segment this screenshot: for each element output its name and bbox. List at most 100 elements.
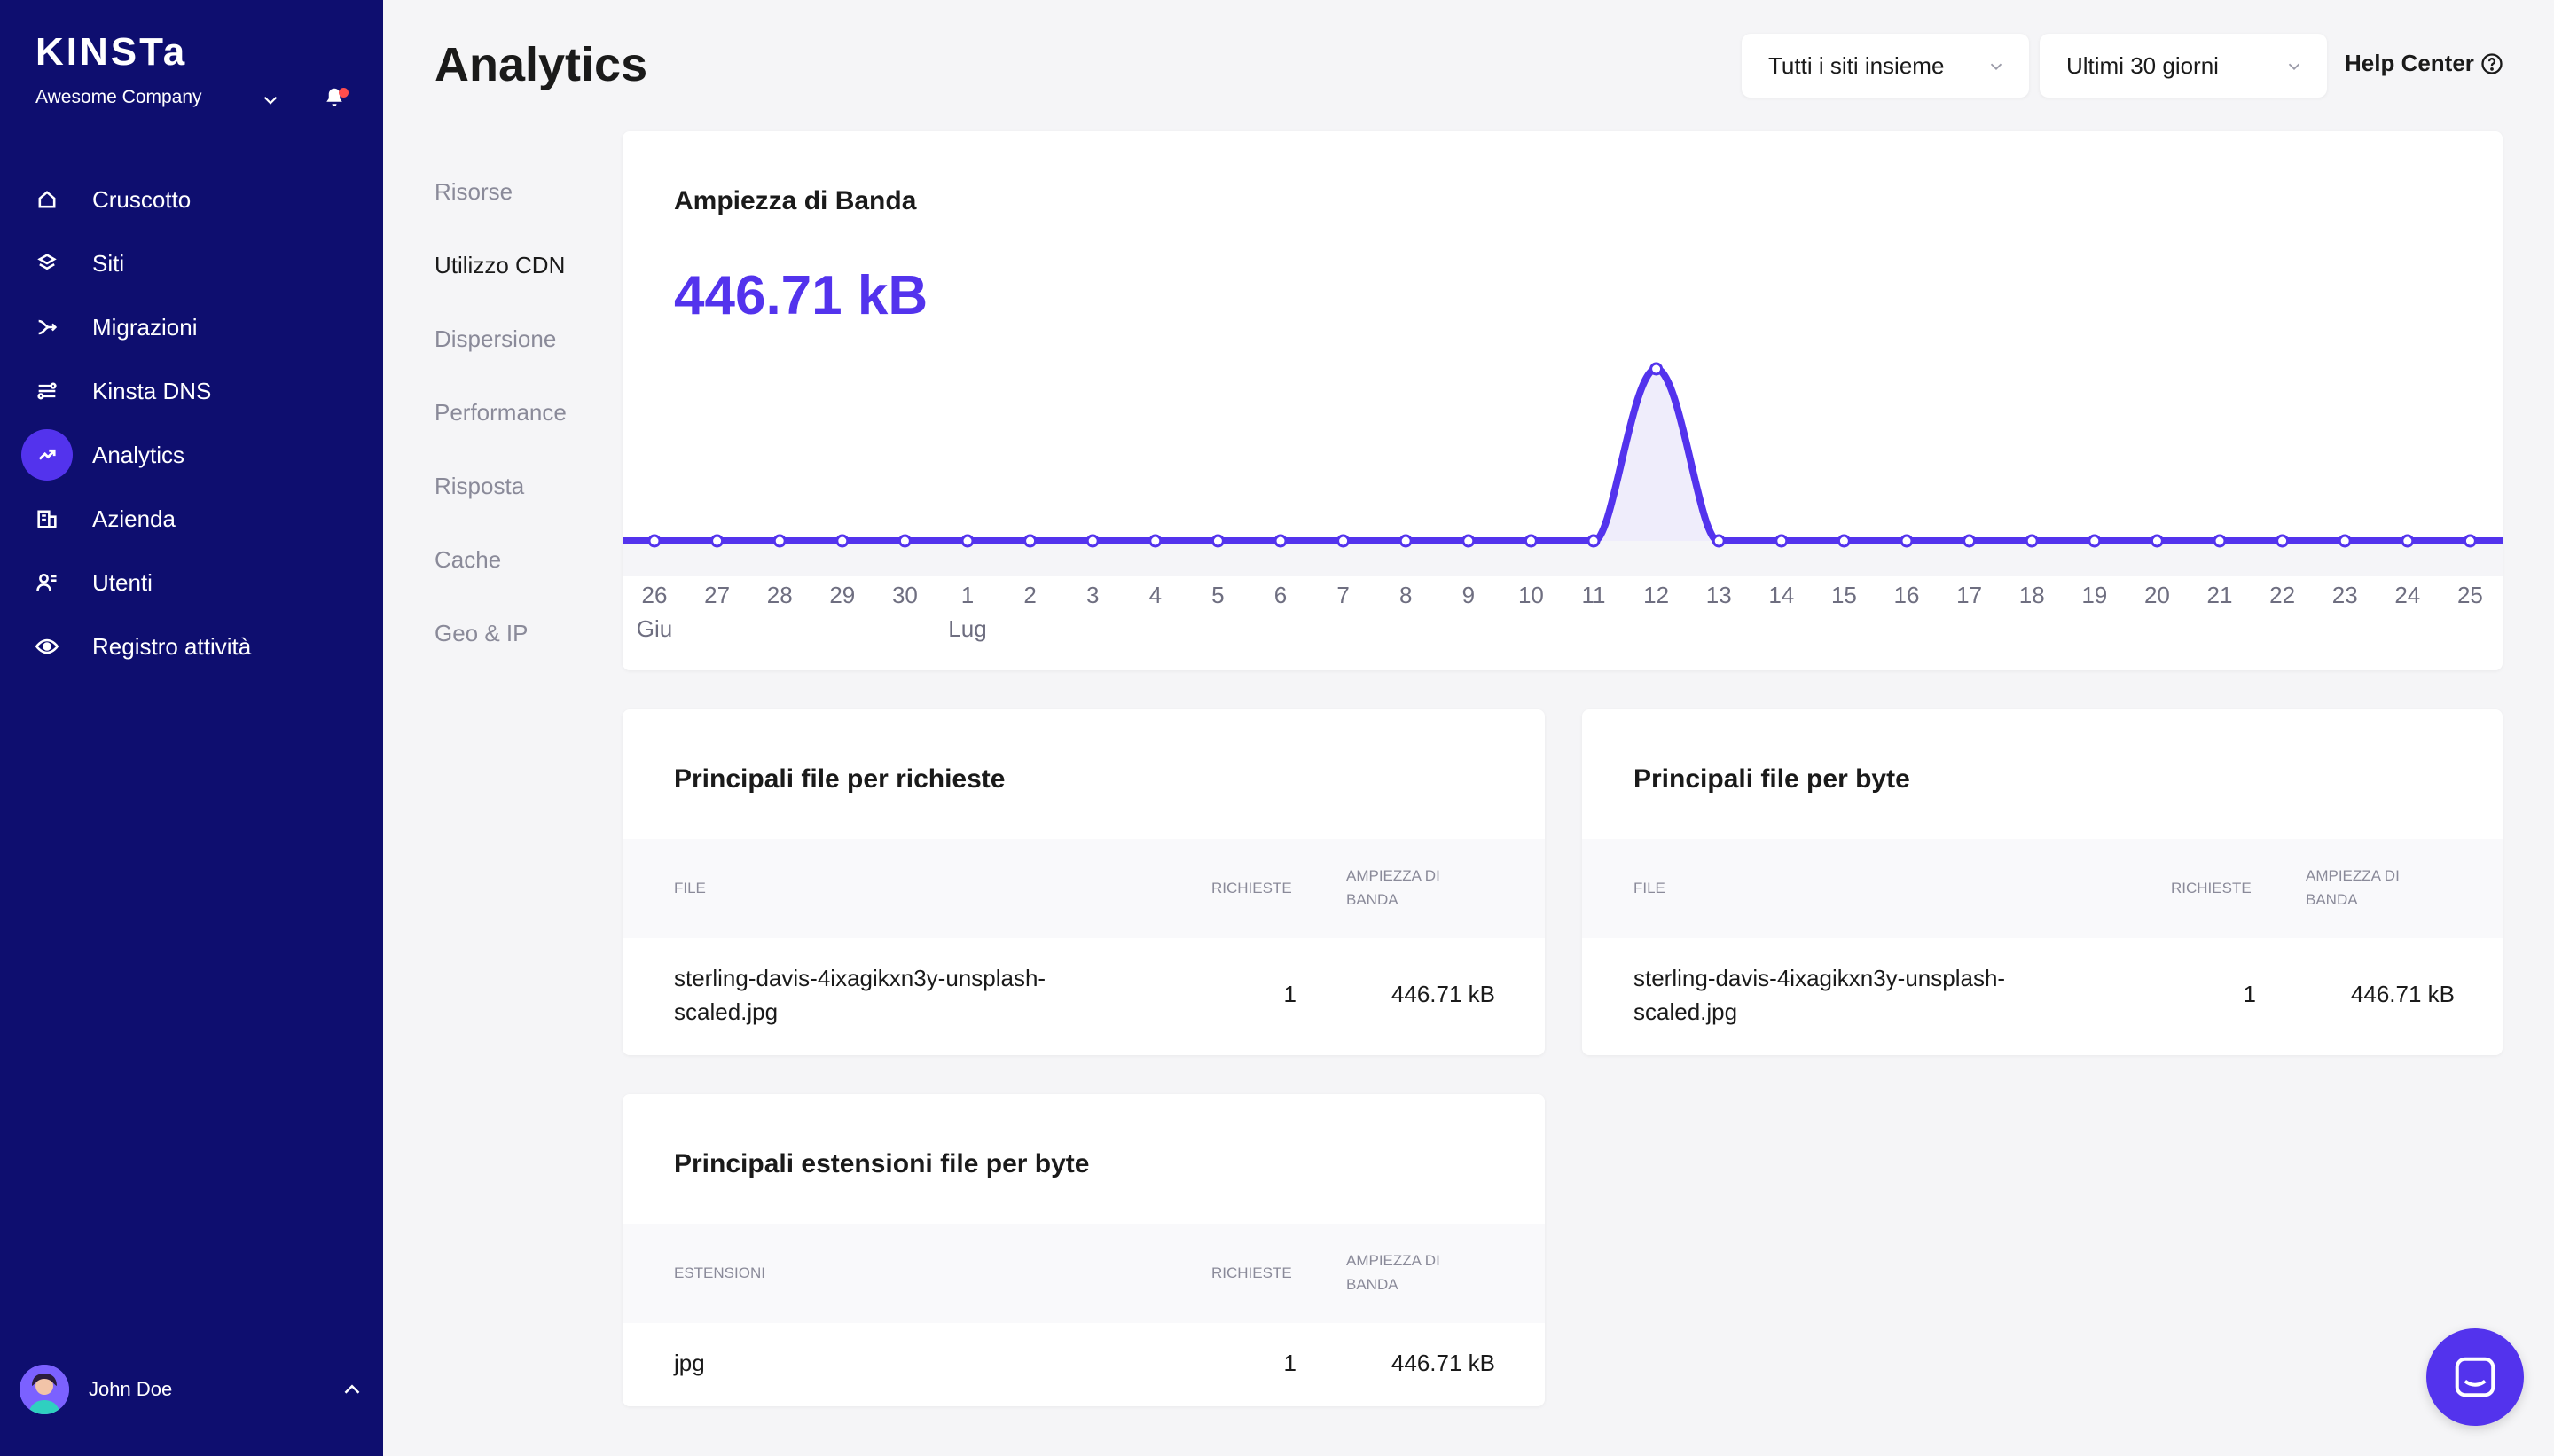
sidebar-item-utenti[interactable]: Utenti <box>21 557 362 608</box>
column-header-bandwidth: Ampiezza di banda <box>2306 867 2400 908</box>
data-point[interactable] <box>1900 534 1914 548</box>
data-point[interactable] <box>1336 534 1351 548</box>
data-point[interactable] <box>2338 534 2352 548</box>
notification-badge <box>339 88 349 98</box>
x-tick-label: 6 <box>1274 582 1287 608</box>
extension-value: jpg <box>674 1350 705 1376</box>
sidebar: KINSTa Awesome Company Cruscotto Siti Mi… <box>0 0 383 1456</box>
sidebar-item-label: Cruscotto <box>92 185 192 213</box>
sidebar-item-label: Migrazioni <box>92 313 198 341</box>
requests-value: 1 <box>1283 1350 1297 1376</box>
sidebar-item-azienda[interactable]: Azienda <box>21 493 362 544</box>
subnav-dispersione[interactable]: Dispersione <box>435 325 557 352</box>
x-tick-label: 13 <box>1706 582 1732 608</box>
file-name-line1: sterling-davis-4ixagikxn3y-unsplash- <box>1633 965 2006 991</box>
column-header-requests: Richieste <box>1211 880 1292 896</box>
x-tick-label: 17 <box>1956 582 1982 608</box>
x-tick-label: 3 <box>1086 582 1099 608</box>
chevron-down-icon <box>2288 63 2300 71</box>
sidebar-item-registro-attivita[interactable]: Registro attività <box>21 621 362 672</box>
data-point[interactable] <box>835 534 850 548</box>
eye-icon <box>21 621 73 672</box>
data-point[interactable] <box>1712 534 1726 548</box>
x-tick-label: 25 <box>2457 582 2483 608</box>
data-point[interactable] <box>1085 534 1100 548</box>
chat-icon <box>2455 1357 2495 1397</box>
data-point[interactable] <box>2213 534 2227 548</box>
top-files-bytes-title: Principali file per byte <box>1633 764 1910 794</box>
data-point[interactable] <box>1586 534 1601 548</box>
sidebar-item-analytics[interactable]: Analytics <box>21 429 362 481</box>
data-point[interactable] <box>1210 534 1225 548</box>
subnav-risorse[interactable]: Risorse <box>435 178 513 205</box>
data-point[interactable] <box>1524 534 1538 548</box>
top-extensions-title: Principali estensioni file per byte <box>674 1149 1090 1178</box>
x-tick-label: 27 <box>704 582 730 608</box>
requests-value: 1 <box>1283 981 1297 1007</box>
data-point[interactable] <box>710 534 725 548</box>
data-point[interactable] <box>772 534 787 548</box>
dns-icon <box>21 365 73 417</box>
subnav-utilizzo-cdn[interactable]: Utilizzo CDN <box>435 252 566 278</box>
company-switcher[interactable]: Awesome Company <box>35 87 202 107</box>
data-point[interactable] <box>2276 534 2290 548</box>
data-point[interactable] <box>2088 534 2102 548</box>
data-point[interactable] <box>1023 534 1038 548</box>
help-icon <box>2481 52 2503 74</box>
user-menu[interactable]: John Doe <box>20 1364 365 1415</box>
data-point[interactable] <box>1963 534 1977 548</box>
chevron-down-icon <box>1990 63 2002 71</box>
data-point[interactable] <box>2150 534 2164 548</box>
site-select[interactable]: Tutti i siti insieme <box>1742 34 2029 98</box>
data-point[interactable] <box>1398 534 1413 548</box>
x-tick-label: 18 <box>2019 582 2045 608</box>
sidebar-item-kinsta-dns[interactable]: Kinsta DNS <box>21 365 362 417</box>
data-point[interactable] <box>2401 534 2415 548</box>
sidebar-item-migrazioni[interactable]: Migrazioni <box>21 301 362 353</box>
data-point[interactable] <box>960 534 975 548</box>
x-tick-label: 7 <box>1336 582 1349 608</box>
subnav-performance[interactable]: Performance <box>435 399 567 426</box>
file-name-line2: scaled.jpg <box>1633 998 1738 1025</box>
table-header: File Richieste Ampiezza di banda <box>623 839 1545 938</box>
series-line <box>623 365 2503 544</box>
data-point[interactable] <box>2025 534 2039 548</box>
data-point[interactable] <box>647 534 662 548</box>
help-center-label: Help Center <box>2345 50 2474 76</box>
requests-value: 1 <box>2243 981 2256 1007</box>
subnav-risposta[interactable]: Risposta <box>435 473 525 499</box>
top-files-bytes-card: Principali file per byte File Richieste … <box>1582 709 2503 1055</box>
data-point[interactable] <box>1148 534 1163 548</box>
bandwidth-title: Ampiezza di Banda <box>674 186 917 215</box>
column-header-bandwidth: Ampiezza di banda <box>1346 1252 1440 1293</box>
avatar <box>20 1365 69 1414</box>
data-point[interactable] <box>897 534 912 548</box>
data-point[interactable] <box>1461 534 1476 548</box>
chevron-up-icon[interactable] <box>339 1376 365 1403</box>
kinsta-logo[interactable]: KINSTa <box>35 30 188 74</box>
data-point[interactable] <box>1837 534 1851 548</box>
sidebar-nav: Cruscotto Siti Migrazioni Kinsta DNS Ana… <box>21 174 362 685</box>
column-header-requests: Richieste <box>2171 880 2252 896</box>
x-tick-label: 24 <box>2394 582 2420 608</box>
bell-icon[interactable] <box>321 85 348 112</box>
sidebar-item-siti[interactable]: Siti <box>21 238 362 289</box>
sidebar-item-cruscotto[interactable]: Cruscotto <box>21 174 362 225</box>
data-point[interactable] <box>1649 362 1664 376</box>
data-point[interactable] <box>1774 534 1789 548</box>
subnav-cache[interactable]: Cache <box>435 546 502 573</box>
date-range-select[interactable]: Ultimi 30 giorni <box>2040 34 2327 98</box>
chevron-down-icon[interactable] <box>259 89 282 112</box>
users-icon <box>21 557 73 608</box>
x-tick-label: 11 <box>1582 582 1606 608</box>
column-header-requests: Richieste <box>1211 1264 1292 1281</box>
subnav-geo-ip[interactable]: Geo & IP <box>435 620 529 646</box>
help-center-link[interactable]: Help Center <box>2345 50 2504 77</box>
data-point[interactable] <box>1273 534 1288 548</box>
analytics-subnav: Risorse Utilizzo CDN Dispersione Perform… <box>435 174 594 689</box>
bandwidth-card: Ampiezza di Banda 446.71 kB 26 27 28 29 30 1 2… <box>623 131 2503 670</box>
x-tick-label: 8 <box>1399 582 1412 608</box>
sidebar-item-label: Registro attività <box>92 632 252 660</box>
data-point[interactable] <box>2463 534 2477 548</box>
chat-launcher-button[interactable] <box>2426 1328 2524 1426</box>
